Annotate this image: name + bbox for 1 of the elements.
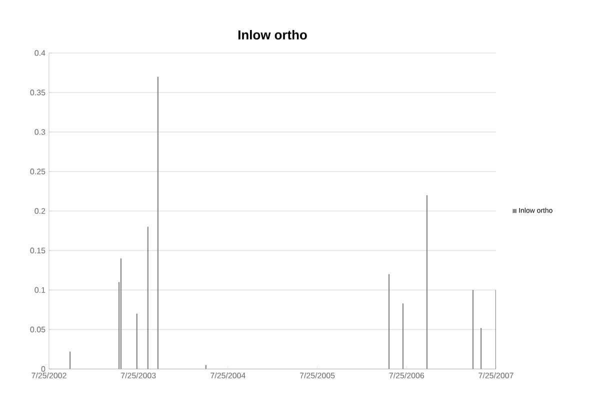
chart-title: Inlow ortho (238, 30, 307, 40)
